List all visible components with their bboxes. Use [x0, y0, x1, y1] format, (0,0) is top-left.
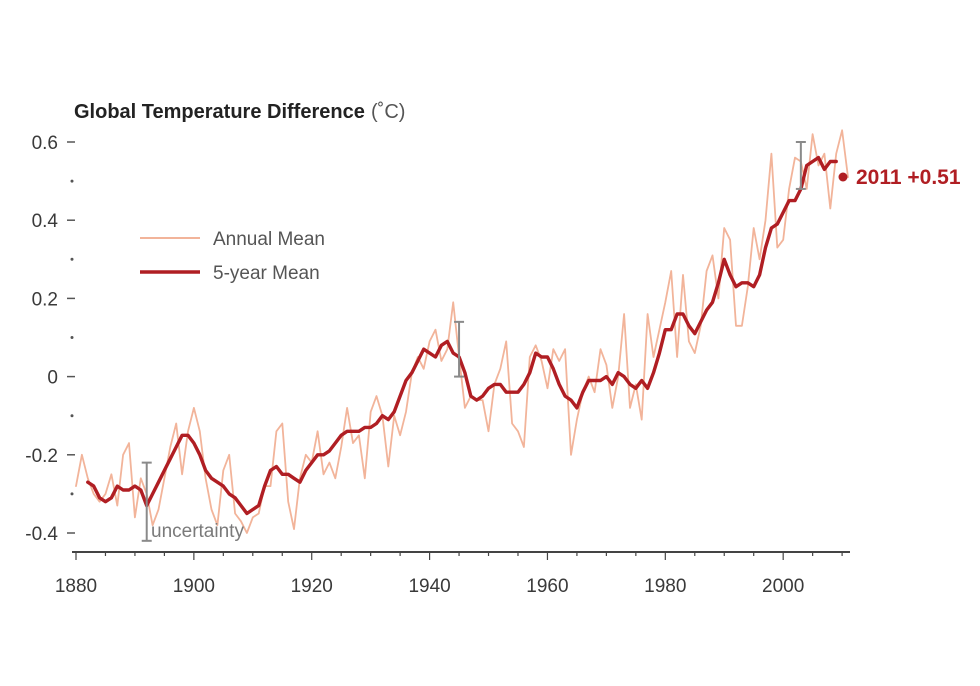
uncertainty-bar: [141, 461, 152, 542]
legend: Annual Mean 5-year Mean: [140, 229, 325, 284]
x-tick-label: 1940: [408, 576, 450, 597]
uncertainty-bar: [454, 320, 465, 378]
chart-title-group: Global Temperature Difference (˚C): [74, 101, 405, 123]
legend-annual-label: Annual Mean: [213, 229, 325, 250]
five-year-mean-line: [86, 155, 838, 516]
x-tick-label: 1920: [291, 576, 333, 597]
x-tick-label: 1960: [526, 576, 568, 597]
five-year-mean-series: [86, 155, 838, 516]
chart-title: Global Temperature Difference: [74, 101, 365, 123]
annual-mean-line: [75, 129, 849, 534]
x-tick-label: 1980: [644, 576, 686, 597]
y-minor-tick: [70, 336, 74, 339]
y-minor-tick: [70, 414, 74, 418]
callout-2011-dot: [838, 172, 848, 182]
x-tick-label: 1900: [173, 576, 215, 597]
uncertainty-label: uncertainty: [151, 521, 244, 542]
annual-mean-series: [75, 129, 849, 534]
x-tick-label: 1880: [55, 576, 97, 597]
legend-five-year-label: 5-year Mean: [213, 263, 320, 284]
chart-unit: (˚C): [371, 101, 405, 123]
y-minor-tick: [70, 492, 74, 496]
y-tick-label: 0.2: [32, 289, 58, 310]
uncertainty-bars: [141, 141, 806, 542]
x-axis: 1880 1900 1920 1940 1960 1980 2000: [55, 551, 850, 597]
callout-2011: 2011 +0.51: [838, 166, 961, 189]
y-axis: 0.6 0.4 0.2 0 -0.2 -0.4: [25, 133, 75, 545]
y-tick-label: -0.2: [25, 446, 58, 467]
callout-2011-label: 2011 +0.51: [856, 166, 961, 189]
y-tick-label: 0.4: [32, 211, 59, 232]
uncertainty-bar: [795, 141, 806, 190]
y-tick-label: 0.6: [32, 133, 58, 154]
y-minor-tick: [70, 179, 74, 183]
x-tick-label: 2000: [762, 576, 804, 597]
y-tick-label: -0.4: [25, 524, 58, 545]
y-minor-tick: [70, 257, 74, 261]
y-tick-label: 0: [47, 368, 58, 389]
